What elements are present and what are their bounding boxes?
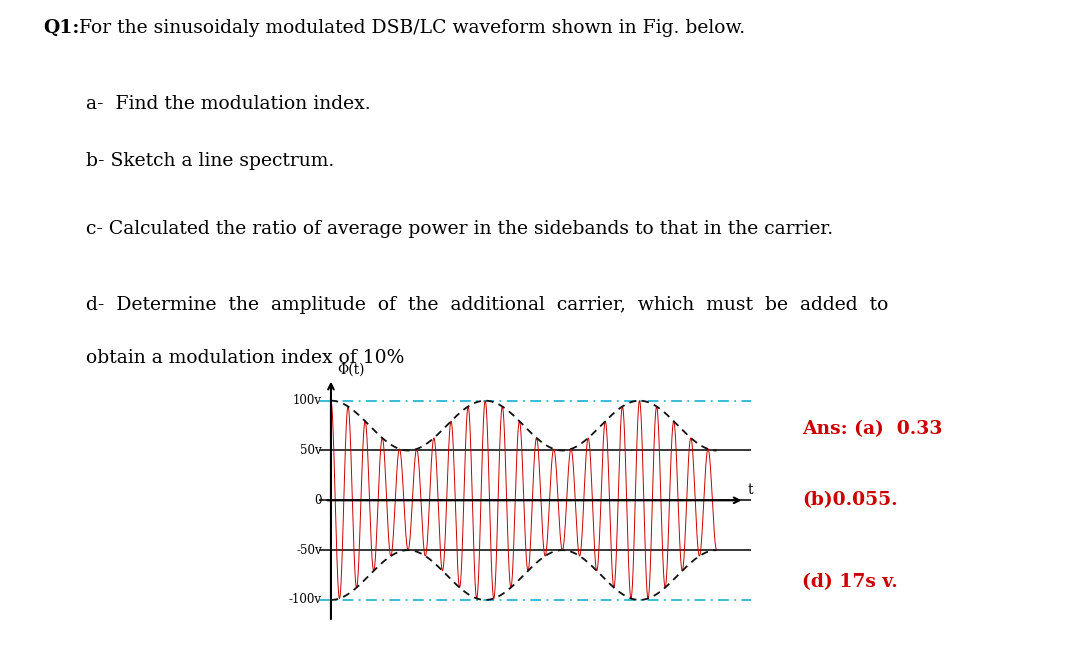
Text: obtain a modulation index of 10%: obtain a modulation index of 10%	[86, 349, 405, 367]
Text: -50v: -50v	[296, 543, 322, 557]
Text: a-  Find the modulation index.: a- Find the modulation index.	[86, 95, 372, 113]
Text: -100v: -100v	[288, 593, 322, 606]
Text: For the sinusoidaly modulated DSB/LC waveform shown in Fig. below.: For the sinusoidaly modulated DSB/LC wav…	[73, 19, 745, 37]
Text: Q1:: Q1:	[43, 19, 80, 37]
Text: 0: 0	[314, 494, 322, 507]
Text: Φ(t): Φ(t)	[337, 363, 365, 377]
Text: c- Calculated the ratio of average power in the sidebands to that in the carrier: c- Calculated the ratio of average power…	[86, 220, 834, 238]
Text: (d) 17s v.: (d) 17s v.	[801, 573, 897, 591]
Text: t: t	[747, 483, 753, 497]
Text: (b)0.055.: (b)0.055.	[801, 491, 897, 509]
Text: b- Sketch a line spectrum.: b- Sketch a line spectrum.	[86, 152, 335, 170]
Text: d-  Determine  the  amplitude  of  the  additional  carrier,  which  must  be  a: d- Determine the amplitude of the additi…	[86, 296, 889, 314]
Text: 50v: 50v	[300, 444, 322, 457]
Text: Ans: (a)  0.33: Ans: (a) 0.33	[801, 420, 943, 438]
Text: 100v: 100v	[293, 394, 322, 407]
